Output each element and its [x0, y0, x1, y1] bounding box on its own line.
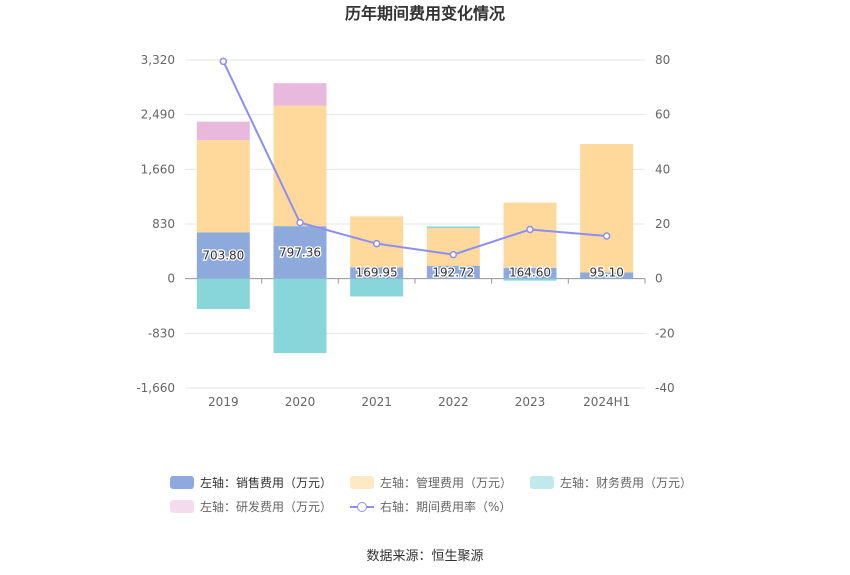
bar-series	[196, 83, 634, 354]
legend-swatch-rd	[170, 499, 194, 513]
x-tick-label: 2020	[285, 395, 316, 409]
bar-segment	[426, 226, 480, 229]
legend-label-finance: 左轴：财务费用（万元）	[560, 475, 693, 490]
right-tick-label: -40	[655, 381, 675, 395]
legend-label-rd: 左轴：研发费用（万元）	[200, 499, 333, 514]
left-tick-label: 0	[167, 272, 175, 286]
legend-swatch-rate	[350, 500, 375, 513]
rate-point	[449, 250, 458, 259]
x-tick-label: 2019	[208, 395, 239, 409]
rate-line-series	[219, 57, 611, 259]
legend-label-admin: 左轴：管理费用（万元）	[380, 475, 513, 490]
bar-data-label: 797.36	[279, 245, 321, 259]
x-tick-label: 2023	[515, 395, 546, 409]
right-tick-label: 0	[655, 272, 663, 286]
right-tick-label: 20	[655, 217, 670, 231]
grid-lines	[185, 59, 645, 389]
bar-segment	[196, 278, 250, 309]
bar-segment	[196, 232, 250, 279]
legend-item-finance[interactable]: 左轴：财务费用（万元）	[530, 474, 692, 491]
x-tick-label: 2024H1	[583, 395, 630, 409]
rate-point	[296, 218, 304, 227]
rate-point	[372, 239, 381, 248]
bar-segment	[580, 272, 634, 279]
x-tick-label: 2022	[438, 395, 469, 409]
bar-segment	[273, 83, 327, 106]
x-axis-ticks: 2019 2020 2021 2022 2023 2024H1	[208, 278, 646, 409]
bar-data-label: 164.60	[509, 266, 551, 280]
bar-segment	[196, 121, 250, 141]
left-tick-label: 830	[152, 217, 175, 231]
bar-segment	[426, 265, 480, 279]
right-tick-label: 60	[655, 108, 670, 122]
bar-segment	[350, 267, 404, 279]
legend-item-rd[interactable]: 左轴：研发费用（万元）	[170, 498, 332, 515]
bar-data-label: 703.80	[202, 248, 244, 262]
rate-point	[219, 57, 228, 66]
legend-item-rate[interactable]: 右轴：期间费用率（%）	[350, 498, 511, 515]
bar-segment	[350, 278, 404, 297]
legend: 左轴：销售费用（万元） 左轴：管理费用（万元） 左轴：财务费用（万元） 左轴：研…	[170, 470, 692, 518]
legend-swatch-sales	[170, 475, 194, 489]
bar-data-label: 192.72	[432, 266, 474, 280]
bar-segment	[503, 278, 557, 281]
left-axis-ticks: 3,320 2,490 1,660 830 0 -830 -1,660	[136, 53, 175, 395]
rate-line	[222, 60, 607, 256]
left-tick-label: 1,660	[141, 162, 175, 176]
bar-segment	[273, 105, 327, 227]
left-tick-label: 3,320	[141, 53, 175, 67]
legend-item-admin[interactable]: 左轴：管理费用（万元）	[350, 474, 512, 491]
legend-swatch-finance	[530, 475, 555, 489]
left-tick-label: 2,490	[141, 108, 175, 122]
bar-segment	[196, 140, 250, 233]
right-axis-ticks: 80 60 40 20 0 -20 -40	[655, 53, 675, 395]
bar-data-label: 169.95	[356, 266, 398, 280]
rate-point	[526, 225, 534, 234]
bar-segment	[580, 143, 634, 273]
bar-segment	[273, 278, 327, 354]
left-tick-label: -830	[148, 326, 175, 340]
chart-title: 历年期间费用变化情况	[345, 4, 505, 23]
legend-item-sales[interactable]: 左轴：销售费用（万元）	[170, 474, 332, 491]
bar-data-labels: 703.80 797.36 169.95 192.72 164.60 95.10	[201, 244, 625, 281]
legend-row-2: 左轴：研发费用（万元） 右轴：期间费用率（%）	[170, 494, 690, 518]
right-tick-label: -20	[655, 326, 675, 340]
right-tick-label: 80	[655, 53, 670, 67]
data-source-note: 数据来源：恒生聚源	[366, 549, 484, 564]
bar-segment	[426, 228, 480, 266]
legend-label-rate: 右轴：期间费用率（%）	[380, 499, 512, 514]
legend-row-1: 左轴：销售费用（万元） 左轴：管理费用（万元） 左轴：财务费用（万元）	[170, 470, 692, 494]
x-tick-label: 2021	[361, 395, 392, 409]
bar-segment	[273, 226, 327, 279]
right-tick-label: 40	[655, 162, 670, 176]
bar-segment	[503, 267, 557, 279]
legend-label-sales: 左轴：销售费用（万元）	[200, 475, 333, 490]
rate-point	[602, 232, 611, 240]
legend-swatch-admin	[350, 475, 375, 489]
bar-data-label: 95.10	[589, 266, 623, 280]
left-tick-label: -1,660	[136, 381, 175, 395]
